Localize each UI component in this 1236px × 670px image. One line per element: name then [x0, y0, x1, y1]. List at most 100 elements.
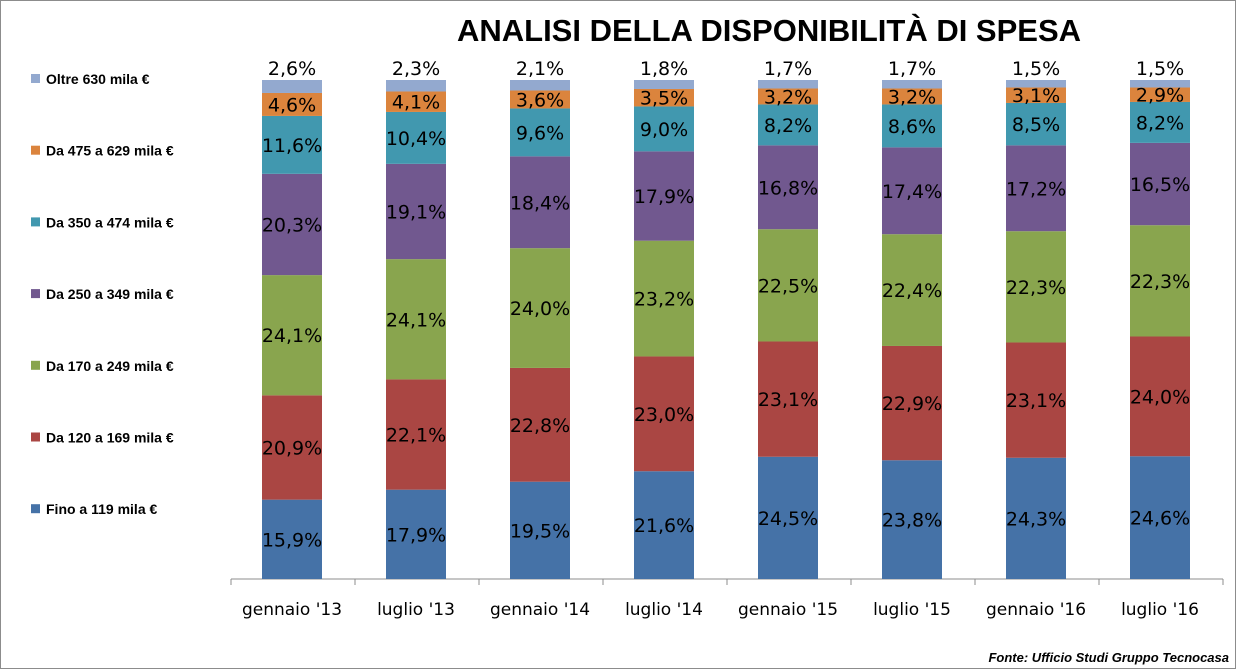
legend-swatch	[31, 217, 40, 227]
bar-top-label: 2,1%	[516, 58, 564, 80]
bar-segment-label: 8,2%	[1136, 112, 1184, 134]
bar-segment-label: 20,3%	[262, 214, 322, 236]
x-tick-label: gennaio '15	[738, 600, 838, 620]
bar-segment-label: 22,1%	[386, 425, 446, 447]
bar-segment	[1006, 231, 1066, 343]
bar-top-label: 1,8%	[640, 58, 688, 80]
legend-label: Oltre 630 mila €	[46, 71, 150, 87]
bar-segment-label: 24,0%	[1130, 386, 1190, 408]
bar-segment	[882, 80, 942, 89]
bar-segment	[510, 248, 570, 368]
bar-segment-label: 10,4%	[386, 128, 446, 150]
bar-segment	[758, 145, 818, 230]
bar-segment	[882, 104, 942, 148]
bar-top-label: 2,6%	[268, 58, 316, 80]
bar-segment-label: 15,9%	[262, 529, 322, 551]
bar-segment	[386, 111, 446, 164]
bar-segment	[758, 341, 818, 457]
bar-segment-label: 19,5%	[510, 520, 570, 542]
bar-segment-label: 22,8%	[510, 415, 570, 437]
bar-segment	[1130, 225, 1190, 337]
bar-segment	[1006, 145, 1066, 232]
bar-segment-label: 9,0%	[640, 119, 688, 141]
bar-segment	[758, 104, 818, 146]
bar-segment-label: 8,2%	[764, 115, 812, 137]
bar-segment	[634, 106, 694, 152]
bar-segment	[386, 379, 446, 490]
bar-segment-label: 24,1%	[386, 309, 446, 331]
bar-segment-label: 2,9%	[1136, 85, 1184, 107]
bar-top-label: 1,7%	[888, 58, 936, 80]
bar-segment	[386, 163, 446, 260]
legend-swatch	[31, 145, 40, 155]
bar-segment-label: 8,5%	[1012, 114, 1060, 136]
legend-swatch	[31, 360, 40, 370]
bar-segment-label: 24,6%	[1130, 508, 1190, 530]
bar-segment-label: 24,3%	[1006, 508, 1066, 530]
x-tick-label: luglio '13	[377, 600, 455, 620]
bar-segment	[262, 80, 322, 93]
bar-segment	[1006, 80, 1066, 88]
bar-segment	[758, 88, 818, 105]
legend-label: Fino a 119 mila €	[46, 501, 157, 517]
bar-top-label: 1,7%	[764, 58, 812, 80]
bar-segment	[758, 229, 818, 342]
bar-segment	[1130, 87, 1190, 102]
x-tick-label: luglio '15	[873, 600, 951, 620]
bar-segment-label: 4,1%	[392, 92, 440, 114]
legend-swatch	[31, 432, 40, 442]
bar-segment	[510, 80, 570, 91]
bar-segment-label: 16,8%	[758, 177, 818, 199]
bar-top-label: 1,5%	[1012, 58, 1060, 80]
legend-label: Da 250 a 349 mila €	[46, 286, 174, 302]
bar-segment-label: 16,5%	[1130, 174, 1190, 196]
bar-segment-label: 24,1%	[262, 325, 322, 347]
bar-segment-label: 24,0%	[510, 298, 570, 320]
bar-segment	[386, 259, 446, 380]
bar-segment-label: 24,5%	[758, 508, 818, 530]
bar-segment	[882, 88, 942, 105]
bar-segment-label: 19,1%	[386, 201, 446, 223]
bar-segment-label: 17,4%	[882, 181, 942, 203]
bar-segment	[1130, 142, 1190, 226]
bar-segment	[1006, 102, 1066, 146]
bar-segment	[1006, 87, 1066, 103]
bar-segment	[262, 275, 322, 396]
bar-segment-label: 9,6%	[516, 122, 564, 144]
bar-segment-label: 23,1%	[1006, 390, 1066, 412]
bar-segment	[634, 240, 694, 357]
bar-segment	[1006, 342, 1066, 458]
bar-segment-label: 22,3%	[1006, 277, 1066, 299]
bar-segment	[882, 147, 942, 235]
chart-title: ANALISI DELLA DISPONIBILITÀ DI SPESA	[457, 13, 1081, 48]
bar-segment	[634, 88, 694, 107]
bar-segment-label: 23,8%	[882, 510, 942, 532]
x-tick-label: gennaio '14	[490, 600, 590, 620]
bar-segment	[510, 156, 570, 249]
x-tick-label: luglio '14	[625, 600, 703, 620]
bar-top-label: 1,5%	[1136, 58, 1184, 80]
x-tick-label: luglio '16	[1121, 600, 1199, 620]
bar-segment-label: 23,0%	[634, 404, 694, 426]
bar-segment-label: 23,1%	[758, 389, 818, 411]
plot-area: 15,9% 20,9% 24,1% 20,3% 11,6% 4,6% 2,6% gennaio…	[230, 58, 1224, 620]
bar-segment-label: 22,3%	[1130, 271, 1190, 293]
bar-segment	[634, 471, 694, 579]
bar-segment	[262, 395, 322, 500]
bar-segment	[634, 356, 694, 472]
legend-label: Da 350 a 474 mila €	[46, 214, 174, 230]
bar-segment	[634, 151, 694, 241]
bar-segment	[634, 80, 694, 89]
bar-segment	[758, 456, 818, 579]
bar-segment-label: 21,6%	[634, 515, 694, 537]
bar-segment	[510, 108, 570, 157]
bar-segment-label: 17,9%	[634, 186, 694, 208]
bar-segment-label: 22,9%	[882, 393, 942, 415]
legend-swatch	[31, 504, 40, 514]
bar-segment-label: 4,6%	[268, 94, 316, 116]
bar-segment	[262, 499, 322, 579]
legend-swatch	[31, 289, 40, 299]
bar-segment	[510, 481, 570, 579]
